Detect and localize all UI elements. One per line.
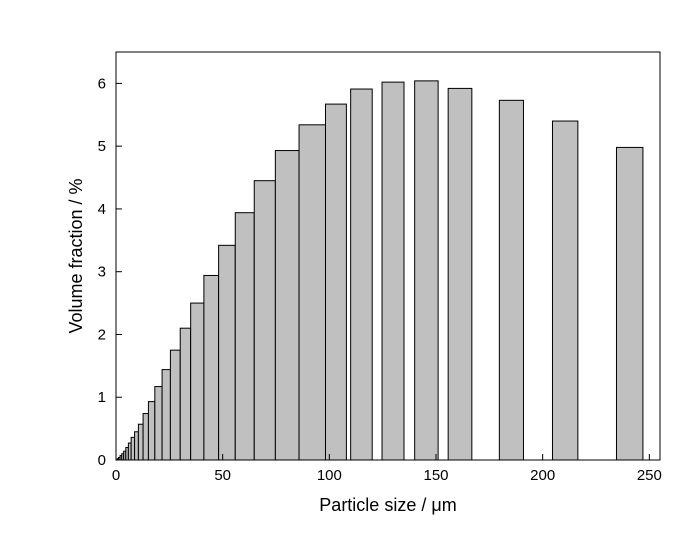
x-tick-label: 0: [112, 467, 120, 484]
bar-29: [551, 120, 579, 461]
bar-11: [147, 401, 156, 461]
bar-8: [134, 431, 139, 461]
bar-27: [447, 87, 473, 461]
bars-group: [116, 80, 644, 461]
y-tick-label: 4: [98, 201, 106, 218]
x-axis-label: Particle size / μm: [319, 495, 456, 515]
bar-20: [253, 180, 276, 461]
bar-18: [218, 244, 236, 461]
bar-9: [137, 423, 144, 461]
y-tick-label: 0: [98, 452, 106, 469]
bar-28: [498, 99, 524, 461]
bar-15: [179, 327, 192, 461]
y-axis-ticks: 0 1 2 3 4 5 6: [98, 75, 122, 469]
x-tick-label: 150: [423, 467, 448, 484]
y-tick-label: 5: [98, 138, 106, 155]
bar-10: [142, 413, 149, 461]
bar-17: [203, 274, 220, 461]
bar-19: [234, 212, 255, 461]
x-axis-ticks: 0 50 100 150 200 250: [112, 454, 662, 484]
bar-24: [350, 88, 373, 461]
x-tick-label: 100: [317, 467, 342, 484]
y-tick-label: 1: [98, 389, 106, 406]
bar-21: [274, 150, 300, 461]
bar-30: [615, 146, 644, 461]
bar-14: [169, 349, 181, 461]
bar-23: [324, 103, 347, 461]
bar-25: [381, 81, 405, 461]
x-tick-label: 50: [214, 467, 231, 484]
bar-7: [130, 436, 136, 461]
y-tick-label: 6: [98, 75, 106, 92]
y-tick-label: 2: [98, 326, 106, 343]
bar-12: [154, 386, 163, 461]
x-tick-label: 250: [637, 467, 662, 484]
x-tick-label: 200: [530, 467, 555, 484]
y-tick-label: 3: [98, 264, 106, 281]
bar-26: [414, 80, 439, 461]
bar-22: [298, 124, 326, 461]
bar-13: [161, 369, 171, 461]
y-axis-label: Volume fraction / %: [66, 178, 86, 333]
bar-16: [190, 302, 205, 461]
